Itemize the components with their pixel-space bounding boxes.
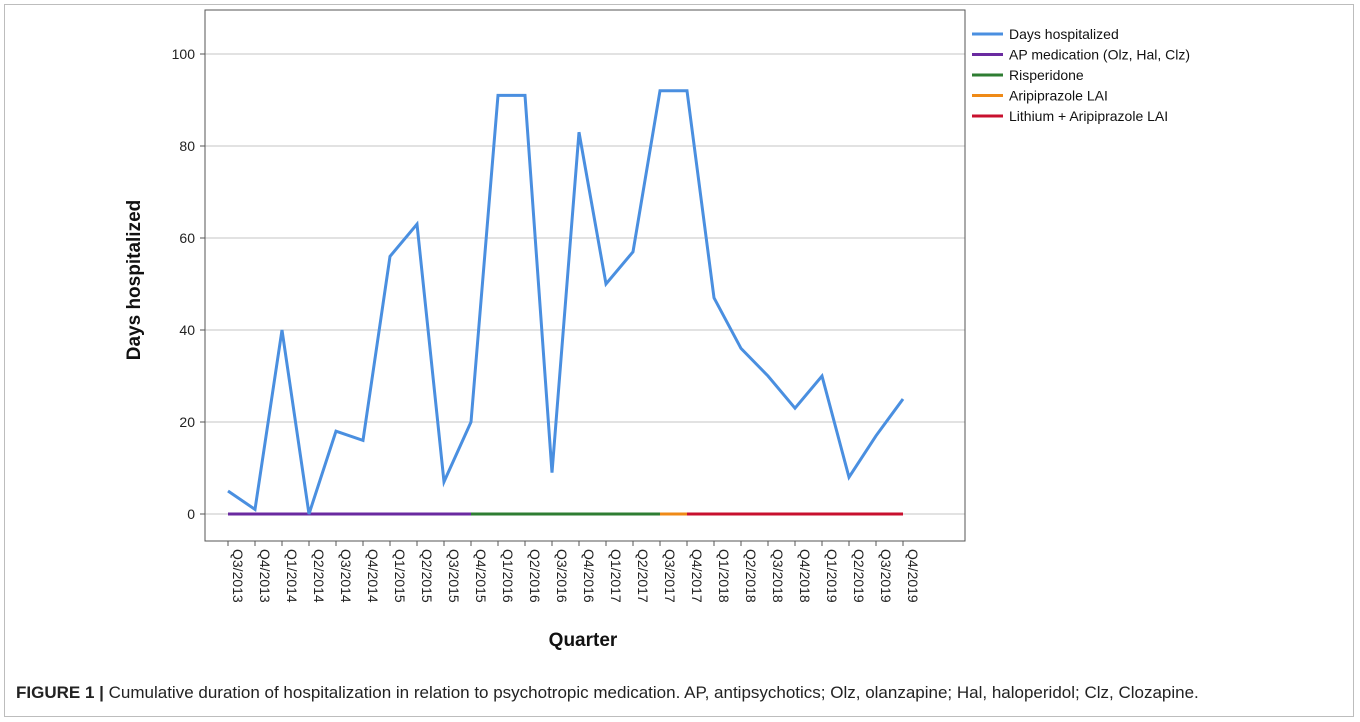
caption-label: FIGURE 1 | [16, 683, 104, 702]
x-tick-label: Q4/2018 [797, 549, 813, 603]
y-tick-label: 60 [179, 230, 195, 246]
series-line-days-hospitalized [227, 89, 905, 515]
x-tick-label: Q1/2014 [284, 549, 300, 603]
y-axis-ticks: 0 20 40 60 80 100 [172, 46, 205, 522]
caption-text: Cumulative duration of hospitalization i… [103, 683, 1199, 702]
x-tick-label: Q4/2017 [689, 549, 705, 603]
x-tick-label: Q2/2017 [635, 549, 651, 603]
legend-label: Aripiprazole LAI [1009, 88, 1108, 104]
x-tick-label: Q4/2016 [581, 549, 597, 603]
line-chart: 0 20 40 60 80 100 Q3/2013 Q4/2013 Q1/2014 Q2/201… [124, 9, 1190, 651]
x-axis-ticks: Q3/2013 Q4/2013 Q1/2014 Q2/2014 Q3/2014 Q4/20… [227, 541, 921, 603]
y-tick-label: 0 [187, 506, 195, 522]
x-tick-label: Q1/2018 [716, 549, 732, 603]
y-axis-title: Days hospitalized [124, 200, 145, 361]
x-tick-label: Q1/2019 [824, 549, 840, 603]
y-tick-label: 100 [172, 46, 196, 62]
x-tick-label: Q3/2015 [446, 549, 462, 603]
x-tick-label: Q4/2015 [473, 549, 489, 603]
x-tick-label: Q4/2013 [257, 549, 273, 603]
x-tick-label: Q3/2016 [554, 549, 570, 603]
x-tick-label: Q3/2014 [338, 549, 354, 603]
x-tick-label: Q1/2015 [392, 549, 408, 603]
legend: Days hospitalized AP medication (Olz, Hal… [972, 26, 1190, 124]
x-tick-label: Q2/2018 [743, 549, 759, 603]
y-tick-label: 20 [179, 414, 195, 430]
figure-frame [4, 4, 1354, 717]
y-tick-label: 80 [179, 138, 195, 154]
x-tick-label: Q4/2019 [905, 549, 921, 603]
x-axis-title: Quarter [549, 630, 618, 651]
x-tick-label: Q2/2014 [311, 549, 327, 603]
x-tick-label: Q3/2013 [230, 549, 246, 603]
legend-label: AP medication (Olz, Hal, Clz) [1009, 47, 1190, 63]
gridlines [205, 53, 965, 515]
x-tick-label: Q2/2016 [527, 549, 543, 603]
x-tick-label: Q3/2017 [662, 549, 678, 603]
legend-label: Risperidone [1009, 67, 1084, 83]
series-lines [227, 89, 905, 515]
y-tick-label: 40 [179, 322, 195, 338]
x-tick-label: Q3/2019 [878, 549, 894, 603]
x-tick-label: Q2/2019 [851, 549, 867, 603]
figure-caption: FIGURE 1 | Cumulative duration of hospit… [16, 683, 1199, 703]
legend-label: Days hospitalized [1009, 26, 1119, 42]
plot-area [204, 9, 966, 542]
x-tick-label: Q4/2014 [365, 549, 381, 603]
legend-label: Lithium + Aripiprazole LAI [1009, 108, 1168, 124]
x-tick-label: Q1/2017 [608, 549, 624, 603]
x-tick-label: Q3/2018 [770, 549, 786, 603]
x-tick-label: Q2/2015 [419, 549, 435, 603]
x-tick-label: Q1/2016 [500, 549, 516, 603]
